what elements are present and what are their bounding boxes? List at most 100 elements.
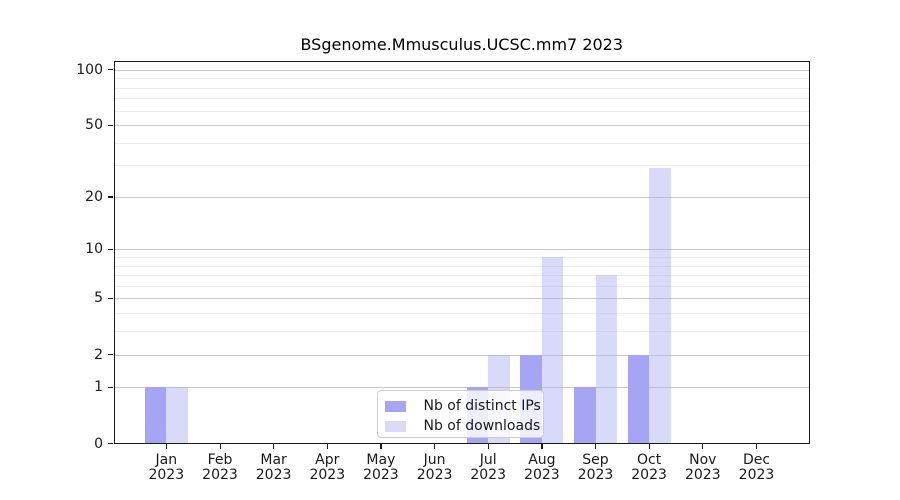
gridline-y-80: [113, 87, 810, 89]
x-tick-year-feb: 2023: [202, 467, 238, 483]
gridline-y-30: [113, 165, 810, 167]
bar-downloads-aug: [541, 257, 564, 444]
y-tick-mark-1: [108, 386, 113, 389]
y-tick-label-10: 10: [85, 241, 103, 258]
x-tick-year-apr: 2023: [309, 467, 346, 483]
bar-downloads-oct: [649, 168, 671, 444]
gridline-y-9: [113, 257, 810, 258]
gridline-y-60: [113, 110, 810, 112]
y-tick-mark-20: [108, 196, 113, 198]
x-tick-label-jun: Jun 2023: [405, 451, 465, 484]
gridline-y-3: [113, 331, 810, 333]
gridline-y-90: [113, 78, 810, 80]
chart-title: BSgenome.Mmusculus.UCSC.mm7 2023: [300, 35, 624, 54]
x-tick-month-mar: Mar: [260, 451, 287, 468]
gridline-y-10: [113, 249, 810, 251]
x-tick-year-aug: 2023: [524, 467, 560, 483]
x-tick-month-oct: Oct: [636, 451, 662, 468]
gridline-y-40: [113, 142, 810, 144]
y-tick-mark-0: [108, 443, 113, 445]
bar-downloads-sep: [595, 275, 617, 444]
x-tick-month-dec: Dec: [742, 451, 771, 468]
y-tick-label-0: 0: [94, 435, 103, 452]
x-tick-label-feb: Feb 2023: [190, 451, 250, 484]
gridline-y-70: [113, 98, 810, 100]
x-tick-label-apr: Apr 2023: [297, 451, 357, 484]
x-tick-year-may: 2023: [363, 467, 399, 483]
x-tick-year-jan: 2023: [148, 467, 185, 483]
bar-distinct-ips-jan: [144, 387, 167, 444]
gridline-y-7: [113, 275, 810, 277]
gridline-y-4: [113, 313, 810, 315]
x-tick-year-sep: 2023: [577, 467, 614, 483]
x-tick-label-may: May 2023: [351, 451, 411, 484]
x-tick-mark-nov: [702, 444, 704, 449]
y-tick-mark-50: [108, 124, 113, 126]
x-tick-month-feb: Feb: [207, 451, 233, 468]
gridline-y-5: [113, 298, 810, 300]
x-tick-month-may: May: [366, 451, 396, 468]
x-tick-mark-dec: [756, 444, 758, 449]
gridline-y-20: [113, 196, 810, 198]
x-tick-label-sep: Sep 2023: [566, 451, 626, 484]
x-tick-month-sep: Sep: [582, 451, 609, 468]
y-tick-mark-5: [108, 297, 113, 300]
y-tick-mark-10: [108, 248, 113, 250]
x-tick-label-nov: Nov 2023: [673, 451, 733, 484]
legend-label-distinct-ips: Nb of distinct IPs: [423, 398, 541, 414]
x-tick-label-aug: Aug 2023: [512, 451, 572, 484]
bar-downloads-jan: [166, 387, 188, 444]
x-tick-label-jan: Jan 2023: [136, 451, 196, 484]
x-tick-label-dec: Dec 2023: [727, 451, 787, 484]
x-tick-label-jul: Jul 2023: [458, 451, 518, 484]
x-tick-year-nov: 2023: [684, 467, 721, 483]
legend-swatch-downloads: [384, 420, 406, 432]
x-tick-mark-sep: [595, 444, 597, 449]
gridline-y-1: [113, 387, 810, 389]
x-tick-year-mar: 2023: [255, 467, 292, 483]
legend-item-downloads: Nb of downloads: [384, 417, 540, 435]
x-tick-mark-jun: [434, 444, 436, 449]
bar-distinct-ips-sep: [574, 387, 596, 444]
x-tick-month-apr: Apr: [315, 451, 340, 468]
x-tick-label-oct: Oct 2023: [619, 451, 679, 484]
x-tick-month-jun: Jun: [423, 451, 446, 468]
y-tick-label-100: 100: [76, 61, 103, 78]
gridline-y-50: [113, 125, 810, 126]
x-tick-month-jan: Jan: [155, 451, 178, 468]
y-tick-mark-100: [108, 69, 113, 71]
y-tick-mark-2: [108, 354, 113, 356]
y-tick-label-5: 5: [94, 290, 103, 307]
x-tick-year-jul: 2023: [470, 467, 506, 483]
bar-distinct-ips-oct: [627, 354, 650, 444]
x-tick-mark-oct: [648, 444, 650, 449]
x-tick-mark-jan: [165, 444, 167, 449]
axes-frame: [113, 61, 810, 444]
gridline-y-6: [113, 285, 810, 287]
y-tick-label-50: 50: [85, 117, 103, 133]
y-tick-label-2: 2: [94, 346, 103, 363]
x-tick-month-jul: Jul: [479, 451, 497, 468]
x-tick-label-mar: Mar 2023: [244, 451, 304, 484]
gridline-y-100: [113, 69, 810, 71]
x-tick-year-oct: 2023: [631, 467, 667, 483]
x-tick-mark-apr: [326, 444, 328, 449]
plot-area: Nb of distinct IPs Nb of downloads: [113, 61, 810, 444]
legend-item-distinct-ips: Nb of distinct IPs: [384, 397, 541, 415]
x-tick-year-dec: 2023: [738, 467, 775, 483]
x-tick-mark-mar: [273, 444, 275, 449]
legend-swatch-distinct-ips: [384, 400, 406, 412]
x-tick-month-aug: Aug: [528, 451, 556, 468]
x-tick-mark-may: [380, 444, 382, 449]
x-tick-month-nov: Nov: [689, 451, 717, 468]
y-tick-label-20: 20: [85, 188, 103, 205]
x-tick-mark-aug: [541, 444, 543, 449]
legend: Nb of distinct IPs Nb of downloads: [376, 390, 544, 438]
y-tick-label-1: 1: [94, 379, 103, 396]
legend-label-downloads: Nb of downloads: [423, 418, 541, 434]
x-tick-mark-feb: [219, 444, 221, 449]
gridline-y-2: [113, 354, 810, 356]
x-tick-year-jun: 2023: [416, 467, 453, 483]
x-tick-mark-jul: [487, 444, 489, 449]
